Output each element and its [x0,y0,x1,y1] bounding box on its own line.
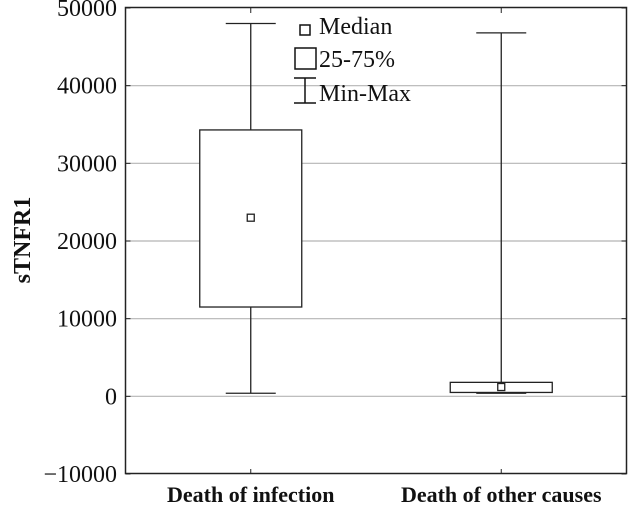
boxes [199,22,553,394]
box-group [199,22,303,394]
y-axis: −10000 0 10000 20000 30000 40000 50000 [43,0,627,488]
y-tick-label: 0 [105,384,117,410]
legend-whisker-label: Min-Max [319,81,411,107]
y-tick-label: 50000 [57,0,117,22]
x-axis: Death of infection Death of other causes [167,8,602,505]
legend-box-label: 25-75% [319,47,395,73]
legend-median-label: Median [319,14,392,40]
legend-whisker-icon [294,77,316,104]
x-tick-label: Death of other causes [401,482,602,505]
y-tick-label: −10000 [43,462,117,488]
y-axis-label: sTNFR1 [10,197,36,284]
median-marker [497,382,506,392]
y-tick-label: 20000 [57,229,117,255]
legend-median-icon [299,24,311,36]
y-tick-label: 40000 [57,74,117,100]
y-tick-label: 10000 [57,307,117,333]
y-tick-label: 30000 [57,151,117,177]
x-tick-label: Death of infection [167,482,334,505]
legend: Median 25-75% Min-Max [294,14,411,107]
legend-box-icon [294,47,317,70]
box-group [449,32,553,394]
median-marker [246,213,255,222]
